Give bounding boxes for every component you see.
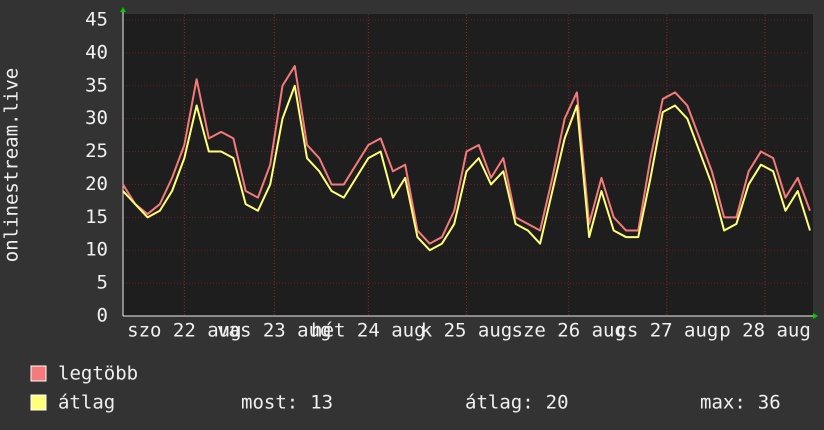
legend-swatch xyxy=(30,394,47,411)
y-tick-label: 15 xyxy=(85,206,108,228)
axis-arrow xyxy=(813,313,818,319)
y-axis-label: onlinestream.live xyxy=(1,68,23,262)
stat-label: max: xyxy=(700,392,746,414)
y-tick-label: 40 xyxy=(85,41,108,63)
x-tick-label: p 28 aug xyxy=(719,320,811,342)
axis-arrow xyxy=(120,7,126,12)
x-tick-label: cs 27 aug xyxy=(615,320,718,342)
legend-label: átlag xyxy=(58,392,115,414)
series-line xyxy=(122,65,811,245)
stat-value: 13 xyxy=(310,392,333,414)
x-tick-label: hét 24 aug xyxy=(311,320,425,342)
x-tick-label: k 25 aug xyxy=(421,320,513,342)
x-tick-label: vas 23 aug xyxy=(217,320,331,342)
legend-swatch xyxy=(30,365,47,382)
y-tick-label: 35 xyxy=(85,74,108,96)
stat-label: átlag: xyxy=(465,392,534,414)
y-tick-label: 5 xyxy=(97,272,108,294)
plot-area xyxy=(123,14,813,316)
x-tick-label: szo 22 aug xyxy=(127,320,241,342)
series-line xyxy=(122,84,811,252)
stat-label: most: xyxy=(241,392,298,414)
y-tick-label: 25 xyxy=(85,140,108,162)
y-tick-label: 20 xyxy=(85,173,108,195)
y-tick-label: 10 xyxy=(85,239,108,261)
legend-label: legtöbb xyxy=(58,363,138,385)
y-tick-label: 45 xyxy=(85,9,108,31)
y-tick-label: 30 xyxy=(85,107,108,129)
x-tick-label: sze 26 aug xyxy=(512,320,626,342)
stat-value: 36 xyxy=(758,392,781,414)
stat-value: 20 xyxy=(546,392,569,414)
y-tick-label: 0 xyxy=(97,305,108,327)
